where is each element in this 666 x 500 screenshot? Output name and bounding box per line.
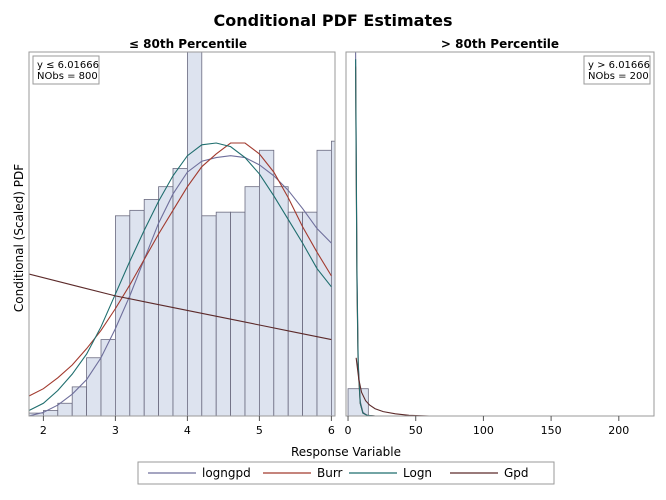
panel-1-curve-burr [29,142,332,397]
chart-title: Conditional PDF Estimates [213,11,452,30]
legend-label-logngpd: logngpd [202,466,251,480]
panel-1-x-tick-label: 6 [328,424,335,437]
panel-1-inset-box [32,55,100,85]
panel-1-plot-area [29,52,335,416]
panel-1-bar [258,149,275,416]
panel-2-inset-line: NObs = 200 [588,71,649,82]
panel-1-bar [143,199,159,416]
panel-2-x-tick-label: 200 [608,424,629,437]
legend-item-gpd: Gpd [450,466,529,480]
panel-1-bar [86,357,102,416]
panel-1-bar [129,209,145,416]
panel-2-title: > 80th Percentile [441,37,559,51]
legend-item-logn: Logn [349,466,432,480]
panel-1-bar [57,402,73,416]
x-axis-label: Response Variable [291,445,401,459]
panel-1-x-tick-label: 3 [112,424,119,437]
panel-1-inset-line: y ≤ 6.01666 [37,60,99,71]
panel-1-bar [172,168,188,416]
panel-1-title: ≤ 80th Percentile [129,37,247,51]
panel-2-frame [345,51,655,417]
panel-1-bar [316,149,332,416]
panel-1-x-tick-label: 5 [256,424,263,437]
legend-frame [137,461,555,485]
panel-2-bar [347,388,369,416]
panel-1-curve-logn [29,142,332,412]
legend-item-burr: Burr [263,466,343,480]
panel-2-x-tick-label: 0 [345,424,352,437]
panel-1-frame [28,51,336,417]
panel-1-x-tick-label: 2 [40,424,47,437]
panel-1-inset-line: NObs = 800 [37,71,98,82]
panel-1-curve-gpd [29,273,332,341]
panel-1-bar [100,339,116,416]
panel-1-curve-logngpd [29,155,332,416]
panel-2-x-tick-label: 100 [473,424,494,437]
legend-label-gpd: Gpd [504,466,529,480]
legend: logngpd Burr Logn Gpd [137,461,555,485]
panel-2-inset-line: y > 6.01666 [588,60,650,71]
panel-1-bar [244,186,260,416]
panel-1-bar [230,211,246,416]
panel-1-bar [273,186,289,416]
y-axis-label: Conditional (Scaled) PDF [12,164,26,312]
panel-2-x-tick-label: 150 [541,424,562,437]
legend-label-burr: Burr [317,466,343,480]
legend-item-logngpd: logngpd [148,466,251,480]
panel-1-bar [158,186,174,416]
panel-1-bar [186,52,203,416]
panel-1-x-tick-label: 4 [184,424,191,437]
panel-2-background [346,52,654,416]
legend-label-logn: Logn [403,466,432,480]
panel-1-bar [215,211,231,416]
panel-2-inset-box [583,55,651,85]
panel-1-bar [330,140,335,416]
panel-1-bar [115,215,131,416]
panel-2-x-tick-label: 50 [409,424,423,437]
panel-1-bar [287,211,304,416]
panel-1-bar [302,211,318,416]
